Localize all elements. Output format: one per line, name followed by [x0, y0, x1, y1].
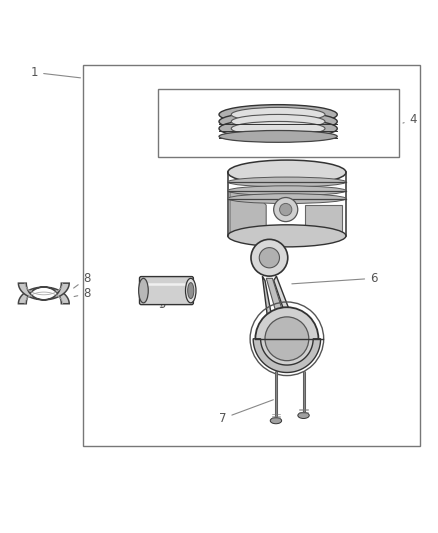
Text: 8: 8: [74, 272, 91, 288]
Ellipse shape: [219, 131, 337, 142]
Ellipse shape: [279, 204, 292, 216]
Ellipse shape: [298, 413, 309, 418]
Polygon shape: [18, 283, 69, 300]
Ellipse shape: [228, 225, 346, 247]
Ellipse shape: [138, 278, 148, 303]
Polygon shape: [274, 276, 298, 332]
Ellipse shape: [219, 112, 337, 131]
Text: 7: 7: [219, 400, 273, 425]
Ellipse shape: [187, 282, 194, 298]
Ellipse shape: [251, 239, 288, 276]
Ellipse shape: [228, 193, 346, 204]
Bar: [158, 89, 399, 157]
Polygon shape: [305, 205, 342, 233]
Ellipse shape: [186, 278, 196, 303]
Ellipse shape: [231, 115, 325, 128]
Ellipse shape: [270, 418, 282, 424]
Text: 8: 8: [74, 287, 91, 300]
Text: 6: 6: [292, 272, 378, 285]
Ellipse shape: [228, 177, 346, 187]
Ellipse shape: [231, 108, 325, 122]
Ellipse shape: [219, 119, 337, 139]
Polygon shape: [230, 192, 266, 233]
Polygon shape: [262, 276, 275, 332]
Text: 4: 4: [403, 113, 417, 126]
FancyBboxPatch shape: [139, 277, 194, 304]
Polygon shape: [266, 278, 289, 332]
Bar: [83, 65, 420, 446]
Polygon shape: [18, 287, 69, 304]
Ellipse shape: [228, 160, 346, 184]
Text: 5: 5: [158, 298, 165, 311]
Ellipse shape: [265, 317, 309, 361]
Ellipse shape: [255, 307, 318, 370]
Ellipse shape: [219, 104, 337, 124]
Ellipse shape: [231, 122, 325, 135]
Ellipse shape: [259, 248, 279, 268]
Polygon shape: [253, 339, 321, 373]
Ellipse shape: [228, 186, 346, 196]
Ellipse shape: [274, 198, 298, 222]
Text: 1: 1: [31, 66, 81, 79]
